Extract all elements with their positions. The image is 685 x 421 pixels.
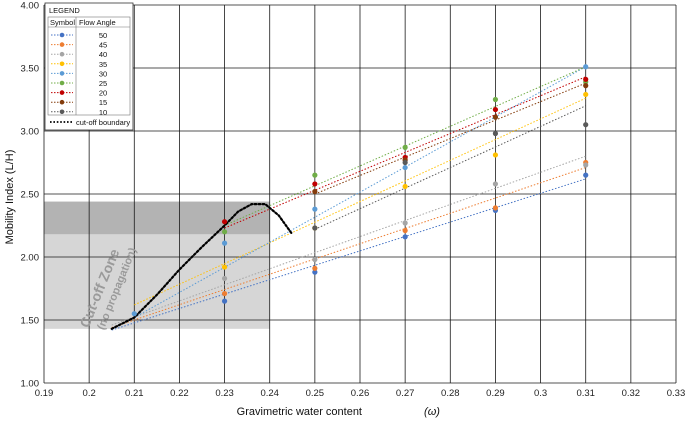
point-30 <box>583 64 588 69</box>
legend-swatch-marker-50 <box>60 33 65 38</box>
legend-label-10: 10 <box>99 108 107 117</box>
x-tick-label: 0.19 <box>35 388 54 399</box>
cutoff-zone-light-band <box>44 234 270 329</box>
legend-swatch-marker-15 <box>60 100 65 105</box>
x-tick-label: 0.33 <box>667 388 685 399</box>
point-35 <box>222 264 227 269</box>
y-tick-label: 1.50 <box>21 316 40 327</box>
legend-swatch-marker-40 <box>60 52 65 57</box>
point-40 <box>583 162 588 167</box>
point-10 <box>583 122 588 127</box>
legend-boundary-label: cut-off boundary <box>76 118 130 127</box>
point-45 <box>312 266 317 271</box>
x-tick-label: 0.24 <box>260 388 279 399</box>
point-25 <box>493 97 498 102</box>
point-40 <box>493 181 498 186</box>
x-tick-label: 0.21 <box>125 388 144 399</box>
point-15 <box>493 115 498 120</box>
point-35 <box>403 184 408 189</box>
y-tick-label: 3.50 <box>21 64 40 75</box>
point-25 <box>403 145 408 150</box>
legend-swatch-marker-35 <box>60 62 65 67</box>
x-tick-label: 0.2 <box>83 388 96 399</box>
x-axis-title: Gravimetric water content <box>237 406 362 418</box>
x-tick-label: 0.32 <box>622 388 641 399</box>
point-15 <box>312 189 317 194</box>
legend-label-35: 35 <box>99 60 107 69</box>
legend: LEGEND Symbol Flow Angle 504540353025201… <box>45 3 133 130</box>
point-30 <box>222 241 227 246</box>
point-10 <box>493 131 498 136</box>
legend-label-40: 40 <box>99 50 107 59</box>
point-40 <box>403 220 408 225</box>
point-40 <box>312 257 317 262</box>
point-20 <box>222 219 227 224</box>
point-20 <box>583 77 588 82</box>
legend-header-symbol: Symbol <box>50 18 75 27</box>
point-25 <box>222 229 227 234</box>
cutoff-zone-shading <box>44 202 270 329</box>
y-tick-label: 2.00 <box>21 253 40 264</box>
point-25 <box>312 173 317 178</box>
legend-label-50: 50 <box>99 31 107 40</box>
x-axis-symbol: (ω) <box>424 406 440 418</box>
legend-header-angle: Flow Angle <box>79 18 116 27</box>
point-50 <box>583 173 588 178</box>
point-10 <box>403 160 408 165</box>
y-axis-title: Mobility Index (L/H) <box>4 150 16 245</box>
legend-label-30: 30 <box>99 69 107 78</box>
legend-label-15: 15 <box>99 98 107 107</box>
x-tick-label: 0.31 <box>576 388 595 399</box>
x-tick-label: 0.23 <box>215 388 234 399</box>
point-35 <box>493 152 498 157</box>
legend-swatch-marker-20 <box>60 90 65 95</box>
y-tick-label: 3.00 <box>21 127 40 138</box>
x-tick-label: 0.26 <box>351 388 370 399</box>
point-20 <box>312 181 317 186</box>
cutoff-zone-dark-band <box>44 202 270 235</box>
legend-title: LEGEND <box>49 6 80 15</box>
point-20 <box>493 107 498 112</box>
point-10 <box>312 225 317 230</box>
legend-swatch-marker-10 <box>60 110 65 115</box>
x-tick-label: 0.29 <box>486 388 505 399</box>
x-tick-label: 0.25 <box>306 388 325 399</box>
x-tick-label: 0.3 <box>534 388 547 399</box>
point-45 <box>222 291 227 296</box>
y-tick-label: 4.00 <box>21 1 40 12</box>
x-tick-label: 0.28 <box>441 388 460 399</box>
legend-swatch-marker-45 <box>60 42 65 47</box>
point-30 <box>132 311 137 316</box>
legend-swatch-marker-25 <box>60 81 65 86</box>
point-15 <box>583 83 588 88</box>
legend-label-20: 20 <box>99 89 107 98</box>
legend-swatch-marker-30 <box>60 71 65 76</box>
point-50 <box>222 299 227 304</box>
point-40 <box>222 276 227 281</box>
point-45 <box>493 205 498 210</box>
point-45 <box>403 228 408 233</box>
point-50 <box>403 234 408 239</box>
y-tick-label: 2.50 <box>21 190 40 201</box>
x-tick-label: 0.22 <box>170 388 189 399</box>
point-30 <box>312 207 317 212</box>
y-tick-label: 1.00 <box>21 379 40 390</box>
legend-label-45: 45 <box>99 41 107 50</box>
point-35 <box>583 92 588 97</box>
x-tick-label: 0.27 <box>396 388 415 399</box>
legend-label-25: 25 <box>99 79 107 88</box>
point-30 <box>403 165 408 170</box>
